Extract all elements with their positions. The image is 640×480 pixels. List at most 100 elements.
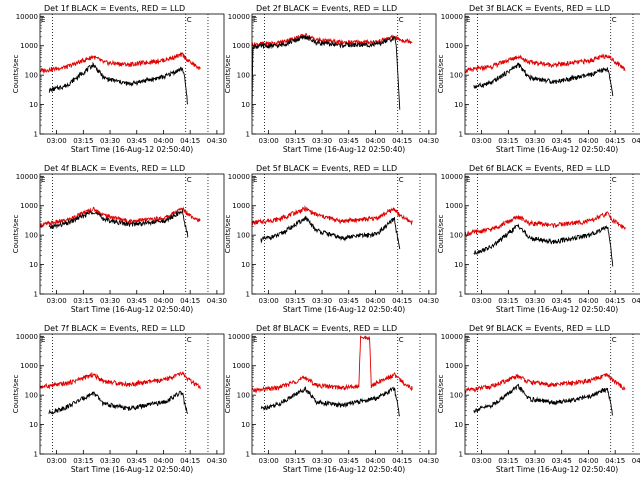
x-tick-label: 04:15 <box>392 297 412 305</box>
y-tick-label: 10000 <box>16 173 38 181</box>
x-tick-label: 03:00 <box>47 457 67 465</box>
x-tick-label: 04:15 <box>180 457 200 465</box>
y-axis-label: Counts/sec <box>12 55 20 94</box>
y-tick-label: 1 <box>246 131 250 139</box>
y-tick-label: 1000 <box>20 42 38 50</box>
marker-e-label: E <box>466 176 470 184</box>
lld-series-line <box>464 373 626 395</box>
y-axis-label: Counts/sec <box>224 215 232 254</box>
lld-series-line <box>39 371 201 390</box>
marker-e-label: E <box>466 336 470 344</box>
plot-frame <box>251 333 437 455</box>
x-tick-label: 03:00 <box>259 297 279 305</box>
x-tick-label: 04:00 <box>153 457 173 465</box>
panel-det-6: Det 6f BLACK = Events, RED = LLD Counts/s… <box>437 164 640 314</box>
y-tick-label: 10 <box>241 101 250 109</box>
y-tick-label: 100 <box>450 72 463 80</box>
x-tick-label: 04:00 <box>578 137 598 145</box>
x-tick-label: 03:00 <box>259 457 279 465</box>
x-tick-label: 03:45 <box>339 297 359 305</box>
x-tick-label: 04:30 <box>419 457 439 465</box>
y-tick-label: 100 <box>25 392 38 400</box>
panel-det-5: Det 5f BLACK = Events, RED = LLD Counts/s… <box>224 164 439 314</box>
x-tick-label: 04:00 <box>578 297 598 305</box>
x-tick-label: 03:45 <box>127 137 147 145</box>
x-tick-label: 03:15 <box>285 297 305 305</box>
lld-series-line <box>251 32 413 48</box>
x-tick-label: 03:30 <box>312 297 332 305</box>
lld-series-line <box>251 335 413 393</box>
x-tick-label: 04:15 <box>392 137 412 145</box>
x-axis-label: Start Time (16-Aug-12 02:50:40) <box>283 305 405 314</box>
y-tick-label: 10000 <box>441 173 463 181</box>
y-tick-label: 1000 <box>445 362 463 370</box>
events-series-line <box>473 383 614 416</box>
x-axis-label: Start Time (16-Aug-12 02:50:40) <box>496 305 618 314</box>
y-tick-label: 1 <box>246 291 250 299</box>
y-tick-label: 100 <box>237 232 250 240</box>
x-tick-label: 03:00 <box>472 137 492 145</box>
marker-e-label: E <box>41 16 45 24</box>
x-tick-label: 03:00 <box>47 137 67 145</box>
y-tick-label: 10 <box>29 101 38 109</box>
x-tick-label: 04:30 <box>632 137 640 145</box>
events-series-line <box>260 386 400 417</box>
panel-det-7: Det 7f BLACK = Events, RED = LLD Counts/s… <box>12 324 227 474</box>
y-axis-label: Counts/sec <box>437 215 445 254</box>
plot-frame <box>464 333 640 455</box>
y-tick-label: 100 <box>237 392 250 400</box>
x-tick-label: 03:30 <box>312 457 332 465</box>
panel-det-8: Det 8f BLACK = Events, RED = LLD Counts/s… <box>224 324 439 474</box>
x-tick-label: 03:15 <box>285 457 305 465</box>
y-tick-label: 10 <box>454 101 463 109</box>
y-tick-label: 10 <box>241 421 250 429</box>
x-tick-label: 04:00 <box>153 137 173 145</box>
marker-e-label: E <box>41 176 45 184</box>
x-tick-label: 03:00 <box>47 297 67 305</box>
plot-frame <box>39 173 225 295</box>
events-series-line <box>473 62 614 97</box>
x-axis-label: Start Time (16-Aug-12 02:50:40) <box>71 145 193 154</box>
marker-e-label: E <box>253 336 257 344</box>
y-tick-label: 1 <box>34 131 38 139</box>
y-tick-label: 10 <box>454 421 463 429</box>
x-axis-label: Start Time (16-Aug-12 02:50:40) <box>283 145 405 154</box>
y-tick-label: 10000 <box>16 333 38 341</box>
y-tick-label: 1000 <box>20 202 38 210</box>
x-tick-label: 03:30 <box>525 297 545 305</box>
x-axis-label: Start Time (16-Aug-12 02:50:40) <box>283 465 405 474</box>
x-tick-label: 04:00 <box>365 457 385 465</box>
events-series-line <box>48 61 189 105</box>
x-tick-label: 04:30 <box>207 297 227 305</box>
y-tick-label: 10000 <box>228 173 250 181</box>
x-tick-label: 03:15 <box>498 457 518 465</box>
y-tick-label: 10 <box>241 261 250 269</box>
y-tick-label: 1 <box>459 291 463 299</box>
x-tick-label: 04:00 <box>578 457 598 465</box>
lld-series-line <box>39 51 201 75</box>
x-tick-label: 04:30 <box>419 297 439 305</box>
marker-c-label: C <box>399 176 404 184</box>
x-tick-label: 04:15 <box>605 137 625 145</box>
y-axis-label: Counts/sec <box>437 375 445 414</box>
x-tick-label: 04:00 <box>153 297 173 305</box>
plot-frame <box>251 173 437 295</box>
y-tick-label: 10 <box>454 261 463 269</box>
x-tick-label: 03:00 <box>472 457 492 465</box>
y-tick-label: 10000 <box>441 13 463 21</box>
y-tick-label: 10 <box>29 261 38 269</box>
lld-series-line <box>464 211 626 237</box>
y-tick-label: 10000 <box>16 13 38 21</box>
panel-det-2: Det 2f BLACK = Events, RED = LLD Counts/s… <box>224 4 439 154</box>
x-tick-label: 03:45 <box>339 137 359 145</box>
x-tick-label: 04:30 <box>419 137 439 145</box>
y-tick-label: 10000 <box>228 333 250 341</box>
panel-det-3: Det 3f BLACK = Events, RED = LLD Counts/s… <box>437 4 640 154</box>
marker-c-label: C <box>187 16 192 24</box>
y-tick-label: 1000 <box>445 42 463 50</box>
marker-c-label: C <box>612 336 617 344</box>
x-tick-label: 04:15 <box>392 457 412 465</box>
panel-title: Det 2f BLACK = Events, RED = LLD <box>256 4 397 13</box>
x-tick-label: 03:15 <box>498 297 518 305</box>
